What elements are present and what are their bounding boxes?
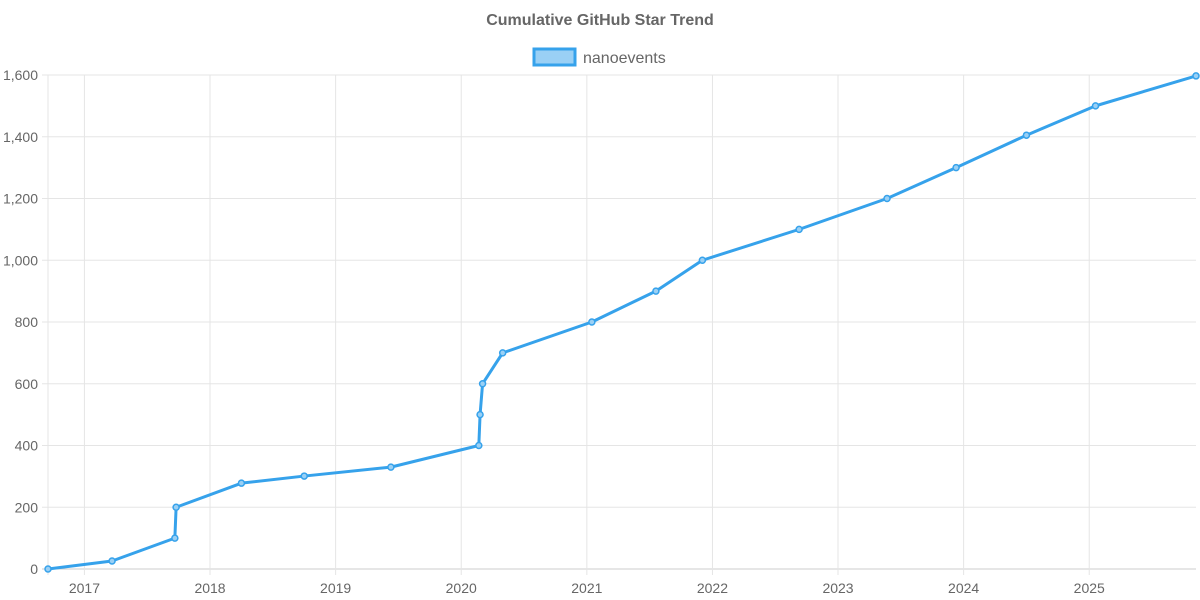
y-tick-label: 1,200: [3, 191, 38, 207]
y-tick-label: 0: [30, 561, 38, 577]
data-point[interactable]: [652, 287, 660, 295]
data-point[interactable]: [498, 349, 507, 357]
y-tick-label: 600: [15, 376, 39, 392]
data-point[interactable]: [1192, 72, 1200, 80]
legend-label: nanoevents: [583, 50, 666, 67]
data-point[interactable]: [795, 225, 803, 234]
data-point[interactable]: [44, 565, 52, 573]
y-tick-label: 400: [15, 438, 39, 454]
axes: 0 200 400 600 800 1,000 1,200 1,400 1,600 2017 201…: [3, 67, 1105, 596]
y-tick-label: 800: [15, 314, 39, 330]
data-point[interactable]: [952, 163, 960, 172]
data-point[interactable]: [698, 256, 707, 264]
data-point[interactable]: [588, 318, 596, 326]
series-line: [47, 74, 1197, 571]
grid: [42, 74, 1196, 575]
series-nanoevents: [44, 72, 1200, 573]
x-tick-label: 2017: [69, 580, 100, 596]
x-tick-label: 2024: [948, 580, 979, 596]
data-point[interactable]: [476, 410, 484, 419]
x-tick-label: 2025: [1074, 580, 1105, 596]
data-point[interactable]: [478, 380, 487, 388]
chart-title: Cumulative GitHub Star Trend: [486, 12, 714, 29]
legend[interactable]: nanoevents: [532, 47, 666, 67]
y-tick-label: 200: [15, 499, 39, 515]
y-tick-label: 1,000: [3, 252, 38, 268]
data-point[interactable]: [172, 503, 180, 511]
x-tick-label: 2022: [697, 580, 728, 596]
data-point[interactable]: [171, 534, 179, 542]
x-tick-label: 2018: [194, 580, 225, 596]
data-point[interactable]: [108, 557, 116, 565]
data-point[interactable]: [300, 472, 308, 480]
data-point[interactable]: [1091, 102, 1100, 110]
y-tick-label: 1,600: [3, 67, 38, 83]
x-tick-label: 2023: [822, 580, 853, 596]
x-tick-label: 2019: [320, 580, 351, 596]
data-point[interactable]: [1022, 131, 1031, 139]
data-point[interactable]: [237, 479, 246, 487]
data-point[interactable]: [883, 194, 891, 203]
data-point[interactable]: [387, 463, 395, 471]
data-point[interactable]: [475, 441, 483, 450]
x-tick-label: 2021: [571, 580, 602, 596]
legend-swatch: [532, 47, 577, 67]
x-tick-label: 2020: [446, 580, 477, 596]
y-tick-label: 1,400: [3, 129, 38, 145]
